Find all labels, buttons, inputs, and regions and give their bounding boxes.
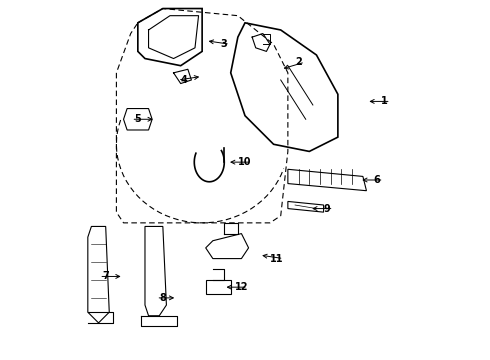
- Text: 6: 6: [374, 175, 381, 185]
- Text: 9: 9: [324, 203, 331, 213]
- Text: 8: 8: [159, 293, 166, 303]
- Text: 7: 7: [102, 271, 109, 282]
- Text: 11: 11: [270, 253, 284, 264]
- Text: 10: 10: [238, 157, 252, 167]
- Text: 5: 5: [134, 114, 141, 124]
- Text: 3: 3: [220, 39, 227, 49]
- Text: 4: 4: [181, 75, 188, 85]
- Text: 2: 2: [295, 57, 302, 67]
- Text: 1: 1: [381, 96, 388, 107]
- Text: 12: 12: [235, 282, 248, 292]
